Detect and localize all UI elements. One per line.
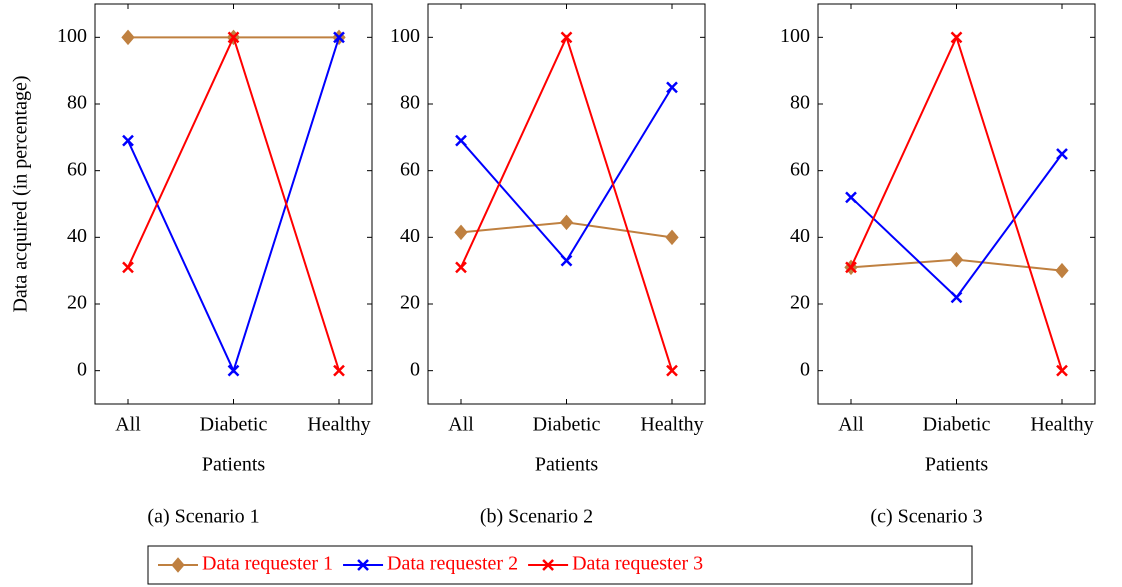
marker	[333, 364, 345, 377]
marker	[1055, 262, 1069, 279]
line	[850, 34, 1063, 371]
y-tick-label: 80	[67, 92, 87, 114]
line	[127, 37, 340, 374]
marker	[845, 261, 857, 274]
x-tick-label: Healthy	[1030, 414, 1093, 436]
line	[460, 86, 673, 263]
y-tick-label: 0	[410, 358, 420, 380]
y-tick-label: 100	[780, 25, 810, 47]
y-tick-label: 40	[790, 225, 810, 247]
marker	[122, 261, 134, 274]
legend-label: Data requester 2	[387, 553, 518, 575]
marker	[950, 31, 963, 44]
x-tick-label: Diabetic	[533, 414, 601, 436]
caption: (a) Scenario 1	[147, 506, 259, 528]
y-tick-label: 20	[790, 292, 810, 314]
y-tick-label: 100	[390, 25, 420, 47]
y-tick-label: 100	[57, 25, 87, 47]
caption: (c) Scenario 3	[870, 506, 982, 528]
marker	[542, 559, 554, 571]
y-tick-label: 40	[67, 225, 87, 247]
marker	[333, 31, 345, 44]
marker	[560, 31, 573, 44]
legend-label: Data requester 3	[572, 553, 703, 575]
marker	[666, 364, 678, 377]
marker	[559, 214, 574, 231]
x-axis-label: Patients	[925, 454, 989, 476]
marker	[845, 191, 857, 204]
marker	[455, 134, 467, 147]
y-tick-label: 80	[400, 92, 420, 114]
marker	[121, 29, 135, 46]
x-tick-label: Healthy	[640, 414, 703, 436]
y-axis-label: Data acquired (in percentage)	[10, 75, 32, 312]
marker	[949, 251, 964, 268]
caption: (b) Scenario 2	[480, 506, 593, 528]
y-tick-label: 60	[67, 158, 87, 180]
marker	[950, 291, 963, 304]
y-tick-label: 0	[800, 358, 810, 380]
x-tick-label: All	[838, 414, 864, 436]
marker	[560, 254, 573, 267]
x-axis-label: Patients	[535, 454, 599, 476]
x-axis-label: Patients	[202, 454, 266, 476]
marker	[1056, 364, 1068, 377]
x-tick-label: All	[448, 414, 474, 436]
y-tick-label: 20	[67, 292, 87, 314]
marker	[455, 261, 467, 274]
line	[460, 34, 673, 371]
marker	[171, 557, 185, 573]
marker	[227, 31, 240, 44]
x-tick-label: Healthy	[307, 414, 370, 436]
y-tick-label: 0	[77, 358, 87, 380]
y-tick-label: 80	[790, 92, 810, 114]
marker	[122, 134, 134, 147]
y-tick-label: 20	[400, 292, 420, 314]
line	[127, 34, 340, 371]
legend-label: Data requester 1	[202, 553, 333, 575]
line	[850, 153, 1063, 299]
marker	[665, 229, 679, 246]
marker	[227, 364, 240, 377]
x-tick-label: Diabetic	[200, 414, 268, 436]
y-tick-label: 40	[400, 225, 420, 247]
marker	[357, 559, 369, 571]
x-tick-label: All	[115, 414, 141, 436]
marker	[1056, 148, 1068, 160]
marker	[454, 224, 468, 241]
marker	[666, 81, 678, 94]
y-tick-label: 60	[400, 158, 420, 180]
x-tick-label: Diabetic	[923, 414, 991, 436]
y-tick-label: 60	[790, 158, 810, 180]
